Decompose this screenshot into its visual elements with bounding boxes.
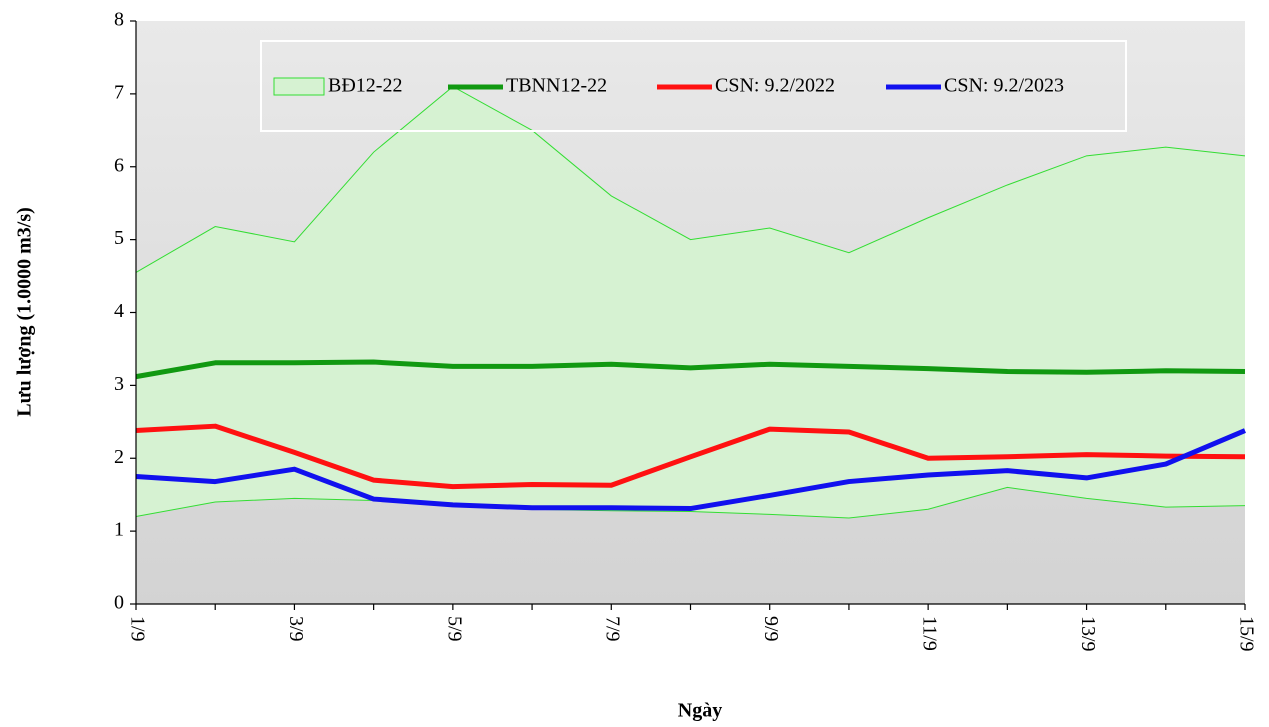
band-upper [135,85,1246,273]
x-tick-label: 3/9 [285,616,307,642]
x-tick-label: 5/9 [443,616,465,642]
legend-label: CSN: 9.2/2023 [944,75,1064,97]
y-tick-label: 8 [114,9,124,31]
legend-label: CSN: 9.2/2022 [715,75,835,97]
x-axis-label: Ngày [678,700,722,722]
band-lower [135,486,1246,519]
x-tick-label: 11/9 [919,616,941,651]
y-tick-label: 5 [114,227,124,249]
x-tick-label: 13/9 [1077,616,1099,652]
y-tick-label: 0 [114,592,124,614]
legend-swatch [273,77,325,96]
legend-label: TBNN12-22 [506,75,607,97]
x-tick-label: 1/9 [126,616,148,642]
y-tick-label: 4 [114,300,124,322]
series-line [135,359,1246,380]
y-tick-label: 1 [114,519,124,541]
series-line [135,423,1246,490]
band-area [136,86,1245,519]
y-axis-label: Lưu lượng (1.0000 m3/s) [14,207,36,417]
y-tick-label: 2 [114,446,124,468]
x-tick-label: 7/9 [602,616,624,642]
x-tick-label: 9/9 [760,616,782,642]
legend-box [260,40,1127,132]
x-tick-label: 15/9 [1235,616,1257,652]
series-line [135,428,1246,512]
y-tick-label: 7 [114,81,124,103]
legend-label: BĐ12-22 [328,75,402,97]
y-tick-label: 6 [114,154,124,176]
y-tick-label: 3 [114,373,124,395]
